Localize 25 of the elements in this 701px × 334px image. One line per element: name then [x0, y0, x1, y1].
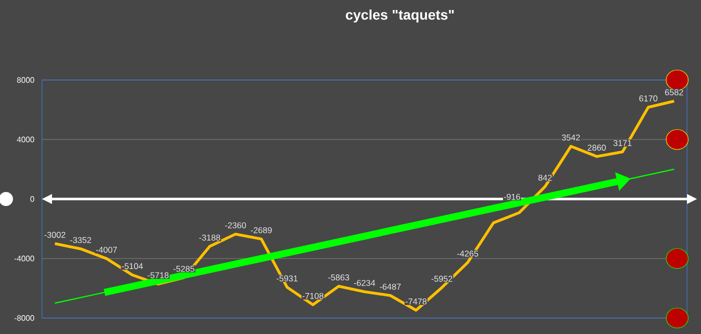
data-label: -5718	[148, 272, 169, 278]
data-label: 3171	[613, 140, 632, 146]
chart-title: cycles "taquets"	[346, 9, 454, 22]
data-label: -3002	[44, 232, 66, 238]
data-label: 3542	[562, 134, 580, 141]
data-label: 6582	[665, 89, 684, 96]
data-label: -6487	[380, 284, 401, 290]
data-label: -2689	[250, 227, 272, 234]
data-label: -916	[504, 194, 520, 200]
data-label: -5863	[328, 274, 350, 280]
data-label: -6234	[354, 280, 376, 286]
data-label: 6170	[639, 95, 658, 102]
data-label: -4265	[457, 250, 478, 257]
data-label: -5931	[276, 275, 298, 282]
data-label: -4007	[96, 246, 117, 253]
data-label: -2360	[225, 222, 246, 228]
data-label: 842	[538, 174, 552, 181]
data-label: 2860	[588, 144, 606, 151]
data-label: -5952	[431, 276, 452, 282]
data-label: -7108	[302, 292, 324, 299]
data-label: -5285	[173, 266, 194, 272]
data-label: -5104	[122, 263, 143, 270]
data-label: -3352	[70, 237, 92, 244]
data-label: -7478	[406, 298, 427, 304]
data-label: -3188	[199, 234, 220, 241]
